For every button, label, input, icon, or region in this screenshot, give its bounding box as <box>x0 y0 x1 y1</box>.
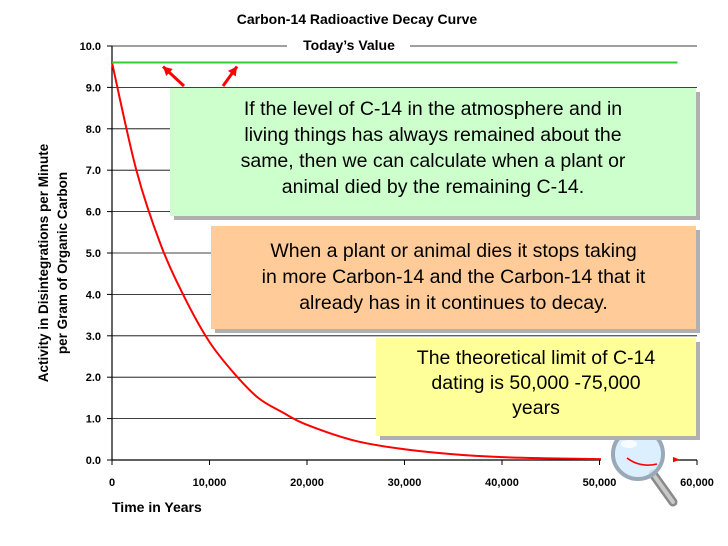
y-tick-label: 9.0 <box>86 82 101 94</box>
tick-labels: 0.0 1.0 2.0 3.0 4.0 5.0 6.0 7.0 8.0 9.0 10.0 0 10,00… <box>80 41 714 489</box>
note-line: If the level of C-14 in the atmosphere a… <box>243 98 623 120</box>
note-line: animal died by the remaining C-14. <box>281 176 585 198</box>
x-tick-label: 20,000 <box>290 477 324 489</box>
y-tick-label: 7.0 <box>86 165 101 177</box>
magnifying-glass-icon <box>601 427 678 507</box>
x-tick-label: 60,000 <box>680 477 714 489</box>
note-line: years <box>512 397 560 419</box>
y-axis-label-line: Activity in Disintegrations per Minute <box>36 143 51 382</box>
y-tick-label: 0.0 <box>86 455 101 467</box>
decay-curve <box>111 62 668 461</box>
x-tick-label: 40,000 <box>485 477 519 489</box>
y-tick-label: 5.0 <box>86 248 101 260</box>
annotation-arrowhead <box>227 66 237 77</box>
y-tick-label: 8.0 <box>86 124 101 136</box>
c14-assumption-note: If the level of C-14 in the atmosphere a… <box>170 88 696 216</box>
x-tick-label: 0 <box>109 477 115 489</box>
todays-value-label: Today’s Value <box>303 37 395 53</box>
y-tick-label: 4.0 <box>86 289 101 301</box>
note-line: same, then we can calculate when a plant… <box>240 150 626 172</box>
note-line: already has in it continues to decay. <box>299 292 608 314</box>
note-line: in more Carbon-14 and the Carbon-14 that… <box>261 266 646 288</box>
annotation-arrows <box>161 65 239 88</box>
x-tick-label: 50,000 <box>583 477 617 489</box>
y-tick-label: 1.0 <box>86 414 101 426</box>
note-line: When a plant or animal dies it stops tak… <box>270 240 637 262</box>
y-axis-label: Activity in Disintegrations per Minute pe… <box>36 143 70 382</box>
y-tick-label: 10.0 <box>80 41 101 53</box>
note-line: living things has always remained about … <box>244 124 622 146</box>
annotation-arrowhead <box>163 66 173 77</box>
note-line: dating is 50,000 -75,000 <box>431 372 641 394</box>
y-tick-label: 6.0 <box>86 207 101 219</box>
chart-title: Carbon-14 Radioactive Decay Curve <box>237 11 478 27</box>
y-tick-label: 2.0 <box>86 372 101 384</box>
x-axis-label: Time in Years <box>112 499 202 515</box>
x-tick-label: 10,000 <box>193 477 227 489</box>
y-axis-label-line: per Gram of Organic Carbon <box>55 172 70 354</box>
x-tick-label: 30,000 <box>388 477 422 489</box>
note-line: The theoretical limit of C-14 <box>416 347 656 369</box>
decay-explanation-note: When a plant or animal dies it stops tak… <box>211 226 696 329</box>
todays-value-label-group: Today’s Value <box>287 36 410 54</box>
y-tick-label: 3.0 <box>86 331 101 343</box>
todays-value-label-bg <box>287 36 410 54</box>
dating-limit-note: The theoretical limit of C-14 dating is … <box>376 338 696 436</box>
